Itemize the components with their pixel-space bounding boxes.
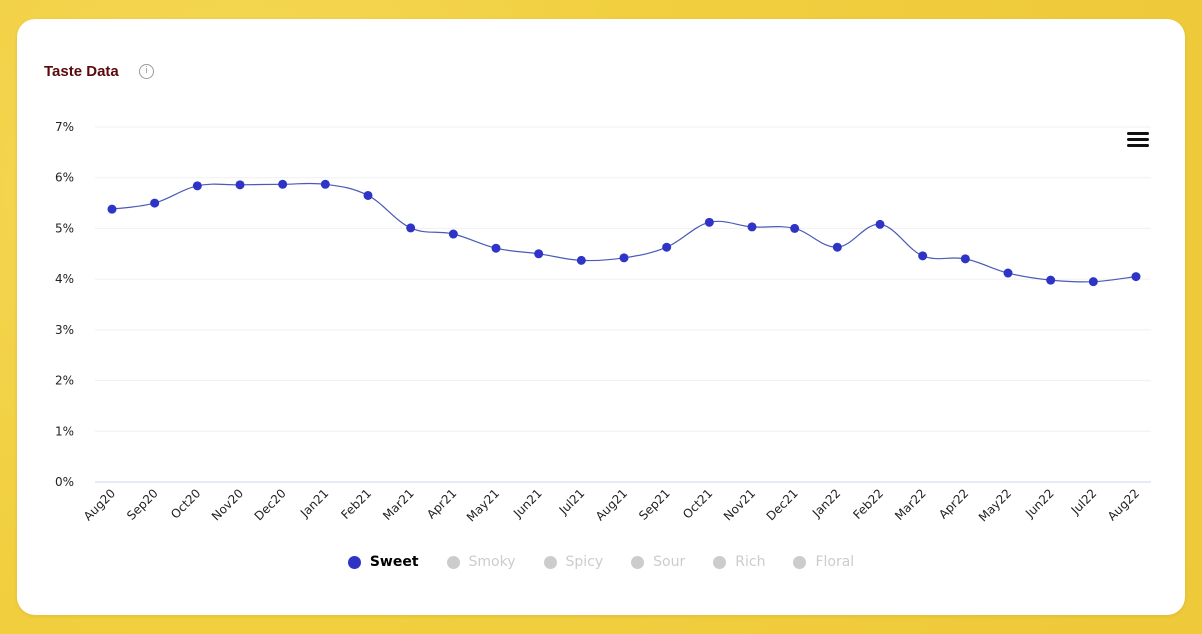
- legend-marker: [631, 555, 645, 569]
- data-point: [491, 243, 501, 253]
- y-tick-label: 6%: [55, 171, 74, 185]
- data-point: [790, 223, 800, 233]
- x-tick-label: Oct21: [680, 486, 715, 521]
- legend-label: Spicy: [565, 554, 604, 570]
- legend-item-smoky[interactable]: Smoky: [446, 554, 516, 570]
- data-point: [704, 217, 714, 227]
- chart-legend: Sweet Smoky Spicy Sour Rich Floral: [17, 554, 1185, 570]
- legend-item-sour[interactable]: Sour: [631, 554, 685, 570]
- legend-marker: [543, 555, 557, 569]
- legend-label: Smoky: [468, 554, 516, 570]
- data-point: [662, 242, 672, 252]
- x-tick-label: Dec20: [252, 486, 289, 523]
- legend-item-floral[interactable]: Floral: [793, 554, 854, 570]
- data-point: [150, 198, 160, 208]
- series-line-sweet: [111, 182, 1137, 283]
- legend-item-spicy[interactable]: Spicy: [543, 554, 604, 570]
- legend-item-rich[interactable]: Rich: [713, 554, 765, 570]
- data-point: [960, 254, 970, 264]
- legend-marker: [446, 555, 460, 569]
- y-tick-label: 0%: [55, 475, 74, 489]
- y-tick-label: 2%: [55, 374, 74, 388]
- x-tick-label: Apr21: [424, 486, 459, 521]
- data-point: [192, 181, 202, 191]
- x-tick-label: Nov20: [209, 486, 246, 523]
- legend-marker: [793, 555, 807, 569]
- data-point: [1003, 268, 1013, 278]
- x-tick-label: Aug20: [81, 486, 118, 523]
- data-point: [918, 251, 928, 261]
- legend-label: Rich: [735, 554, 766, 570]
- data-point: [320, 179, 330, 189]
- info-icon[interactable]: i: [139, 64, 154, 79]
- x-tick-label: May21: [464, 486, 502, 524]
- x-tick-label: Jun22: [1022, 486, 1057, 521]
- data-point: [534, 249, 544, 259]
- legend-label: Sour: [653, 554, 686, 570]
- y-tick-label: 5%: [55, 221, 74, 235]
- x-tick-label: Aug22: [1105, 486, 1142, 523]
- x-tick-label: Jul22: [1068, 486, 1100, 518]
- chart-title: Taste Data: [44, 63, 119, 80]
- data-point: [1046, 275, 1056, 285]
- data-point: [235, 180, 245, 190]
- data-point: [832, 242, 842, 252]
- data-point: [619, 253, 629, 263]
- y-tick-label: 4%: [55, 272, 74, 286]
- legend-label: Sweet: [369, 554, 419, 570]
- x-tick-label: Sep20: [124, 486, 161, 523]
- data-point: [107, 204, 117, 214]
- line-chart: 0%1%2%3%4%5%6%7%Aug20 Sep20 Oct20 Nov20 Dec2…: [55, 120, 1151, 524]
- x-tick-label: Jan21: [297, 486, 331, 520]
- data-point: [1088, 277, 1098, 287]
- data-point: [747, 222, 757, 232]
- data-point: [363, 190, 373, 200]
- x-tick-label: Dec21: [764, 486, 801, 523]
- data-point: [278, 179, 288, 189]
- data-point: [448, 229, 458, 239]
- x-tick-label: Sep21: [636, 486, 673, 523]
- x-tick-label: Jun21: [510, 486, 545, 521]
- x-tick-label: Mar21: [380, 486, 417, 523]
- data-point: [576, 255, 586, 265]
- data-point: [875, 219, 885, 229]
- x-tick-label: May22: [976, 486, 1014, 524]
- legend-marker: [347, 555, 361, 569]
- x-tick-label: Jul21: [556, 486, 588, 518]
- x-tick-label: Aug21: [593, 486, 630, 523]
- hamburger-menu-icon[interactable]: [1127, 132, 1149, 150]
- y-tick-label: 3%: [55, 323, 74, 337]
- x-tick-label: Mar22: [892, 486, 929, 523]
- x-tick-label: Feb21: [338, 486, 374, 522]
- chart-card: Taste Data i 0% 1% 2% 3% 4% 5% 6% 7% Aug20 Sep20 O…: [17, 19, 1185, 615]
- legend-marker: [713, 555, 727, 569]
- y-tick-label: 1%: [55, 424, 74, 438]
- data-point: [406, 223, 416, 233]
- y-tick-label: 7%: [55, 120, 74, 134]
- legend-label: Floral: [815, 554, 855, 570]
- x-tick-label: Nov21: [721, 486, 758, 523]
- data-point: [1131, 272, 1141, 282]
- x-tick-label: Jan22: [809, 486, 843, 520]
- legend-item-sweet[interactable]: Sweet: [347, 554, 419, 570]
- x-tick-label: Feb22: [850, 486, 886, 522]
- x-tick-label: Apr22: [936, 486, 971, 521]
- x-tick-label: Oct20: [168, 486, 203, 521]
